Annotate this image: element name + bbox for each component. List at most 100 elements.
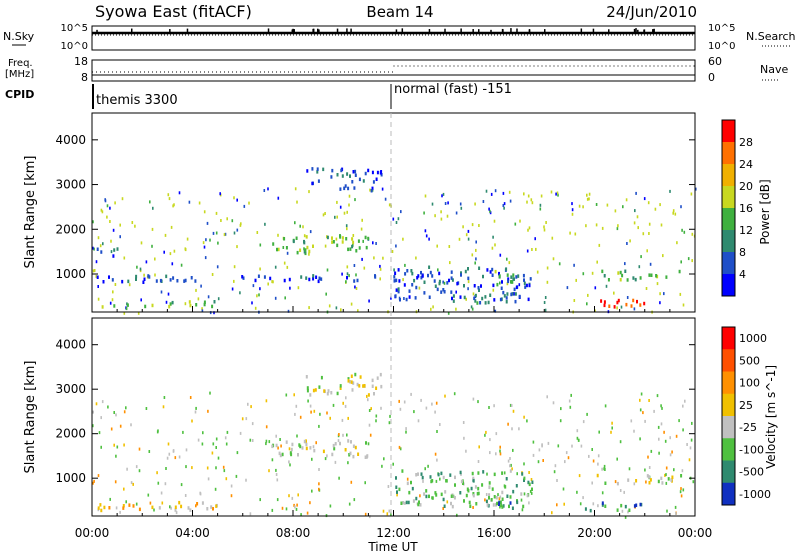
cpid-mode-2: normal (fast) -151 xyxy=(394,82,512,97)
data-cell xyxy=(185,448,188,452)
data-cell xyxy=(526,493,529,498)
data-cell xyxy=(667,477,670,481)
power-colorbar-label: Power [dB] xyxy=(758,179,772,244)
data-cell xyxy=(398,487,401,492)
data-cell xyxy=(663,292,665,296)
data-cell xyxy=(440,492,443,497)
data-cell xyxy=(277,196,280,200)
data-cell xyxy=(402,501,405,505)
data-cell xyxy=(345,280,347,284)
data-cell xyxy=(335,306,338,310)
data-cell xyxy=(346,276,348,280)
data-cell xyxy=(460,271,462,275)
data-cell xyxy=(209,238,211,242)
data-cell xyxy=(399,298,401,302)
data-cell xyxy=(195,504,197,508)
data-cell xyxy=(341,240,344,244)
data-cell xyxy=(104,198,106,202)
data-cell xyxy=(531,201,534,205)
data-cell xyxy=(476,301,479,305)
data-cell xyxy=(106,204,109,208)
data-cell xyxy=(406,481,409,486)
data-cell xyxy=(332,403,335,407)
data-cell xyxy=(397,289,400,294)
data-cell xyxy=(108,506,111,510)
data-cell xyxy=(624,504,627,509)
data-cell xyxy=(142,280,145,284)
data-cell xyxy=(568,399,571,403)
data-cell xyxy=(364,481,366,485)
data-cell xyxy=(114,283,117,286)
data-cell xyxy=(440,217,443,221)
data-cell xyxy=(125,406,127,410)
data-cell xyxy=(505,300,508,304)
data-cell xyxy=(287,309,290,313)
data-cell xyxy=(201,501,204,505)
data-cell xyxy=(201,307,203,311)
data-cell xyxy=(429,475,432,479)
data-cell xyxy=(453,496,456,500)
data-cell xyxy=(443,504,446,508)
data-cell xyxy=(467,229,470,233)
data-cell xyxy=(601,467,603,471)
colorbar-tick-label: -100 xyxy=(739,443,764,456)
data-cell xyxy=(328,304,331,308)
data-cell xyxy=(537,460,540,464)
data-cell xyxy=(662,254,664,258)
data-cell xyxy=(93,479,95,483)
data-cell xyxy=(102,242,104,246)
data-cell xyxy=(664,473,666,477)
data-cell xyxy=(663,430,665,434)
data-cell xyxy=(526,249,529,253)
data-cell xyxy=(350,374,353,378)
data-cell xyxy=(172,204,174,208)
data-cell xyxy=(109,301,112,305)
data-cell xyxy=(200,284,202,288)
data-cell xyxy=(578,474,581,478)
data-cell xyxy=(446,281,449,285)
data-cell xyxy=(585,224,587,228)
data-cell xyxy=(477,486,480,491)
data-cell xyxy=(213,300,216,304)
data-cell xyxy=(356,382,359,387)
data-cell xyxy=(191,419,193,423)
data-cell xyxy=(594,286,597,290)
data-cell xyxy=(309,230,312,234)
data-cell xyxy=(465,297,467,301)
data-cell xyxy=(268,469,270,473)
data-cell xyxy=(331,236,333,240)
data-cell xyxy=(365,441,367,445)
data-cell xyxy=(410,269,413,273)
data-cell xyxy=(235,474,238,478)
data-cell xyxy=(625,198,628,202)
data-cell xyxy=(336,391,339,396)
data-cell xyxy=(175,511,178,515)
data-cell xyxy=(493,472,496,477)
data-cell xyxy=(186,237,189,241)
data-cell xyxy=(503,206,505,210)
data-cell xyxy=(395,278,398,283)
data-cell xyxy=(233,279,235,283)
data-cell xyxy=(330,175,333,179)
data-cell xyxy=(350,480,353,484)
data-cell xyxy=(275,443,278,448)
data-cell xyxy=(519,219,521,223)
data-cell xyxy=(506,257,508,261)
data-cell xyxy=(359,375,362,379)
colorbar-segment xyxy=(722,460,735,484)
data-cell xyxy=(679,292,682,296)
data-cell xyxy=(557,444,560,448)
data-cell xyxy=(680,205,682,209)
data-cell xyxy=(215,504,218,508)
data-cell xyxy=(276,498,279,502)
data-cell xyxy=(423,291,426,295)
data-cell xyxy=(388,509,391,513)
time-axis: 00:00 04:00 08:00 12:00 16:00 20:00 00:00 xyxy=(75,526,713,540)
data-cell xyxy=(123,487,125,491)
data-cell xyxy=(686,443,688,446)
data-cell xyxy=(143,273,145,277)
data-cell xyxy=(364,171,367,176)
data-cell xyxy=(303,247,305,251)
data-cell xyxy=(424,229,427,233)
data-cell xyxy=(512,273,515,277)
